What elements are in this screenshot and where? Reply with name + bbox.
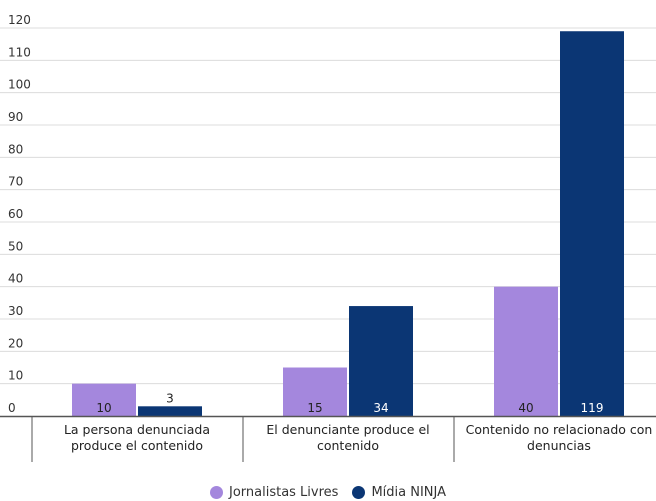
legend-swatch-series-1 — [209, 485, 223, 499]
legend-item-series-1: Jornalistas Livres — [209, 484, 339, 500]
x-category-label-1: La persona denunciada produce el contenid… — [64, 422, 210, 453]
legend-label-series-2: Mídia NINJA — [371, 484, 447, 500]
y-tick-label-50: 50 — [8, 239, 23, 253]
y-tick-label-40: 40 — [8, 272, 23, 286]
bars — [72, 31, 624, 416]
x-category-label-line: El denunciante produce el — [266, 422, 429, 437]
x-category-label-line: contenido — [317, 438, 379, 453]
x-category-label-line: produce el contenido — [71, 438, 203, 453]
legend-item-series-2: Mídia NINJA — [352, 485, 446, 500]
x-category-label-line: Contenido no relacionado con — [466, 422, 653, 437]
bar-1-2 — [283, 367, 347, 416]
bar-2-2 — [349, 306, 413, 416]
x-category-label-3: Contenido no relacionado con denuncias — [466, 422, 653, 453]
y-axis-tick-labels: 0 10 20 30 40 50 60 70 80 90 100 110 120 — [8, 13, 31, 415]
y-tick-label-70: 70 — [8, 175, 23, 189]
y-tick-label-0: 0 — [8, 401, 16, 415]
y-tick-label-90: 90 — [8, 110, 23, 124]
y-tick-label-80: 80 — [8, 142, 23, 156]
data-labels: 10 15 40 3 34 119 — [96, 391, 603, 415]
x-category-label-line: denuncias — [527, 438, 591, 453]
data-label-1-1: 10 — [96, 401, 111, 415]
bar-1-3 — [494, 286, 558, 416]
y-tick-label-30: 30 — [8, 304, 23, 318]
y-tick-label-120: 120 — [8, 13, 31, 27]
gridlines — [0, 27, 656, 385]
x-axis — [0, 415, 656, 462]
y-tick-label-60: 60 — [8, 207, 23, 221]
data-label-1-3: 40 — [518, 401, 533, 415]
bar-2-3 — [560, 31, 624, 416]
y-tick-label-100: 100 — [8, 78, 31, 92]
legend-swatch-series-2 — [352, 485, 366, 499]
data-label-1-2: 15 — [307, 401, 322, 415]
x-category-label-line: La persona denunciada — [64, 422, 210, 437]
y-tick-label-10: 10 — [8, 369, 23, 383]
data-label-2-1: 3 — [166, 391, 174, 405]
y-tick-label-20: 20 — [8, 336, 23, 350]
bar-2-1 — [138, 406, 202, 416]
x-axis-category-labels: La persona denunciada produce el contenid… — [64, 422, 652, 453]
legend-label-series-1: Jornalistas Livres — [228, 484, 339, 500]
y-tick-label-110: 110 — [8, 45, 31, 59]
legend: Jornalistas Livres Mídia NINJA — [0, 483, 656, 501]
x-category-label-2: El denunciante produce el contenido — [266, 422, 429, 453]
data-label-2-2: 34 — [373, 401, 388, 415]
data-label-2-3: 119 — [581, 401, 604, 415]
bar-1-1 — [72, 383, 136, 416]
